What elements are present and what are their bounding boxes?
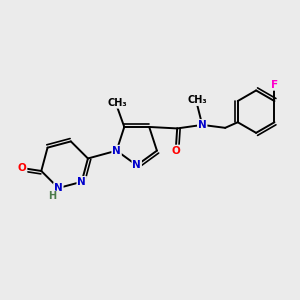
Text: O: O (18, 163, 26, 173)
Text: N: N (198, 120, 207, 130)
Text: F: F (271, 80, 278, 90)
Text: N: N (112, 146, 121, 156)
Text: CH₃: CH₃ (107, 98, 127, 108)
Text: N: N (132, 160, 141, 170)
Text: N: N (54, 183, 63, 193)
Text: O: O (171, 146, 180, 155)
Text: N: N (77, 177, 86, 187)
Text: H: H (48, 191, 56, 201)
Text: CH₃: CH₃ (187, 95, 207, 105)
